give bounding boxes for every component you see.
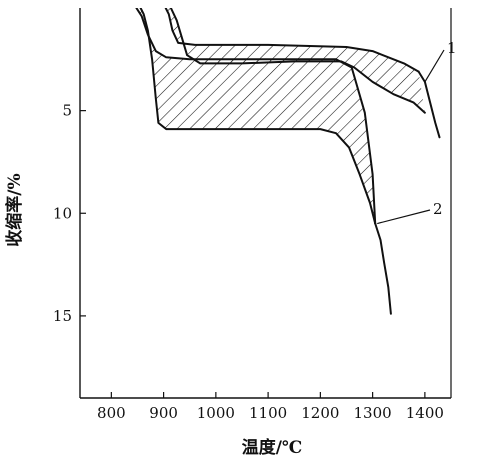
hatched-regions	[136, 8, 425, 224]
series-1-tail-line	[417, 70, 441, 139]
x-tick-label-1100: 1100	[249, 404, 287, 422]
curve-label-2: 2	[433, 200, 443, 218]
x-axis-ticks: 800 900 1000 1100 1200 1300 1400	[97, 392, 444, 422]
y-tick-label-15: 15	[53, 307, 72, 325]
series-2-lower-line	[139, 8, 377, 225]
y-axis-label: 收缩率/%	[4, 173, 25, 246]
curve-label-leaders	[377, 49, 445, 225]
series-2-tail-line	[374, 222, 392, 315]
y-tick-label-5: 5	[62, 102, 72, 120]
x-tick-label-1000: 1000	[197, 404, 235, 422]
x-tick-label-1200: 1200	[301, 404, 339, 422]
x-tick-label-1400: 1400	[406, 404, 444, 422]
x-tick-label-800: 800	[97, 404, 126, 422]
x-tick-label-1300: 1300	[354, 404, 392, 422]
y-axis-ticks: 5 10 15	[53, 102, 86, 325]
plot-frame	[79, 8, 452, 399]
curve-label-1: 1	[447, 39, 457, 57]
series-1-lower-line	[169, 8, 426, 114]
curve-lines	[135, 8, 441, 315]
x-tick-label-900: 900	[149, 404, 178, 422]
series-1-upper-line	[164, 8, 420, 73]
y-tick-label-10: 10	[53, 204, 72, 222]
x-axis-label: 温度/℃	[242, 437, 303, 458]
hatched-region-2	[136, 8, 376, 224]
leader-line-2	[377, 209, 431, 225]
leader-line-1	[424, 49, 445, 83]
